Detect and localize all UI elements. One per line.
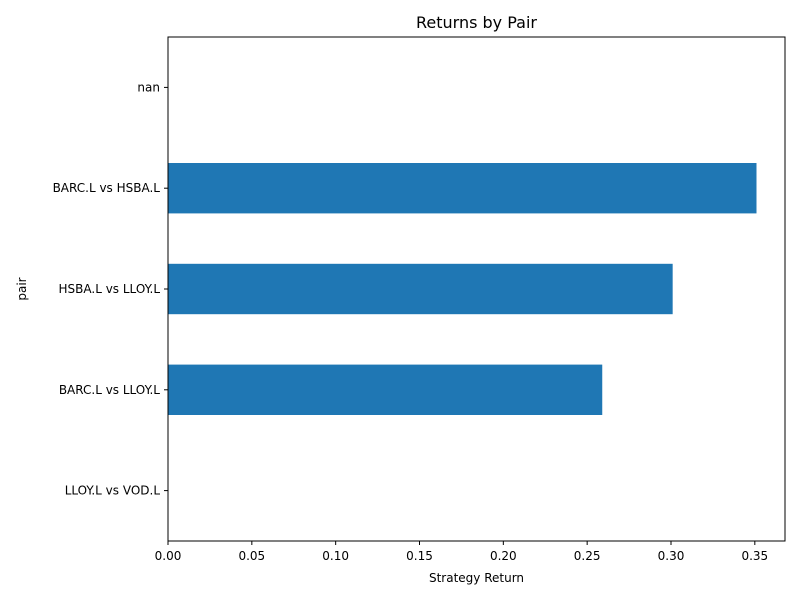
x-tick-label: 0.20 <box>490 549 517 563</box>
bars-layer <box>168 163 757 415</box>
bar <box>168 364 603 415</box>
y-tick-label: nan <box>137 80 160 94</box>
y-axis-label: pair <box>15 277 29 300</box>
x-tick-label: 0.10 <box>322 549 349 563</box>
axes-frame <box>167 36 786 542</box>
bar <box>168 263 673 315</box>
x-tick-label: 0.25 <box>574 549 601 563</box>
x-tick-label: 0.35 <box>741 549 768 563</box>
x-tick-label: 0.00 <box>155 549 182 563</box>
ticks-layer: nan BARC.L vs HSBA.L HSBA.L vs LLOY.L BARC.… <box>53 80 769 563</box>
y-tick-label: HSBA.L vs LLOY.L <box>59 282 161 296</box>
x-tick-label: 0.15 <box>406 549 433 563</box>
x-tick-label: 0.05 <box>238 549 265 563</box>
x-tick-label: 0.30 <box>658 549 685 563</box>
bar <box>168 163 757 214</box>
x-axis-label: Strategy Return <box>429 571 524 585</box>
y-tick-label: BARC.L vs LLOY.L <box>59 383 160 397</box>
y-tick-label: BARC.L vs HSBA.L <box>53 181 161 195</box>
chart-title: Returns by Pair <box>416 13 537 32</box>
y-tick-label: LLOY.L vs VOD.L <box>65 484 161 498</box>
